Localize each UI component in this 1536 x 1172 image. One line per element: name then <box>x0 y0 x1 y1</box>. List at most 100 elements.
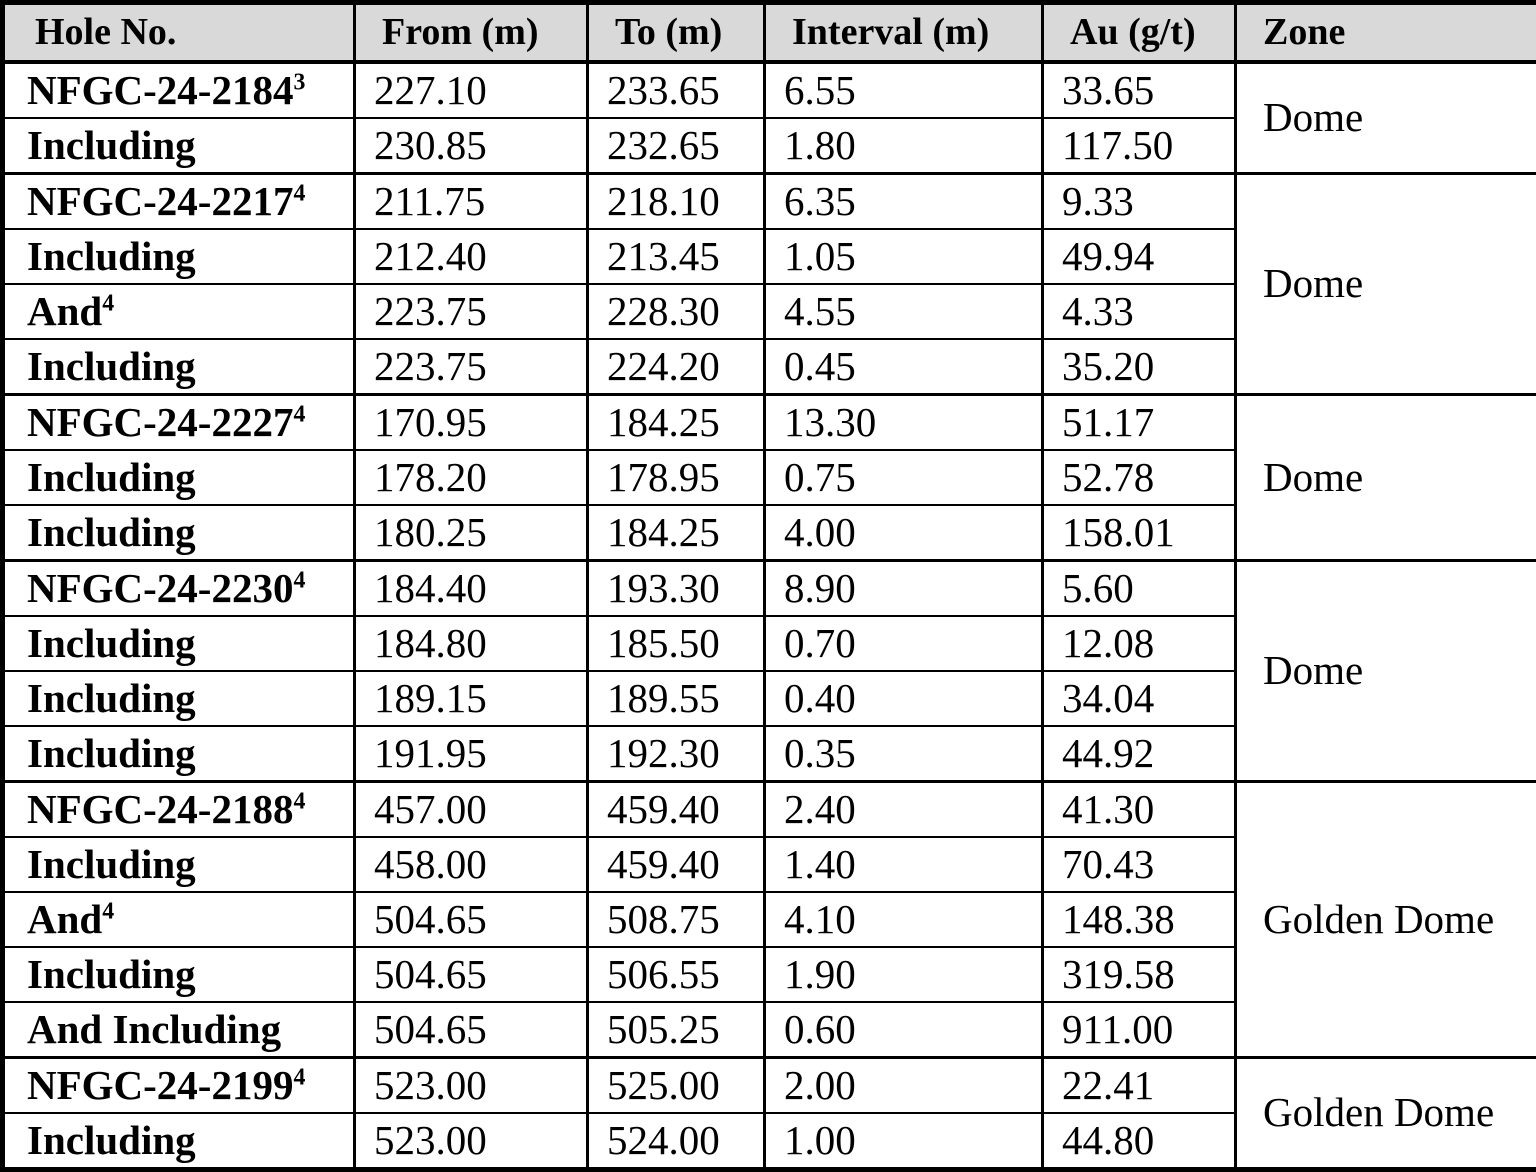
hole-label: Including <box>27 454 196 500</box>
column-header-from: From (m) <box>355 3 588 63</box>
to-cell: 184.25 <box>588 505 765 561</box>
au-cell: 44.80 <box>1043 1113 1236 1170</box>
hole-label: Including <box>27 675 196 721</box>
to-cell: 508.75 <box>588 892 765 947</box>
from-cell: 178.20 <box>355 450 588 505</box>
interval-cell: 2.40 <box>765 782 1043 838</box>
to-cell: 213.45 <box>588 229 765 284</box>
hole-cell: Including <box>3 947 355 1002</box>
footnote-superscript: 4 <box>293 180 305 206</box>
au-cell: 49.94 <box>1043 229 1236 284</box>
from-cell: 523.00 <box>355 1058 588 1114</box>
hole-label: And <box>27 896 102 942</box>
to-cell: 506.55 <box>588 947 765 1002</box>
hole-cell: And Including <box>3 1002 355 1058</box>
column-header-au: Au (g/t) <box>1043 3 1236 63</box>
interval-cell: 0.35 <box>765 726 1043 782</box>
from-cell: 211.75 <box>355 174 588 230</box>
hole-label: Including <box>27 620 196 666</box>
interval-cell: 6.35 <box>765 174 1043 230</box>
from-cell: 223.75 <box>355 284 588 339</box>
to-cell: 232.65 <box>588 118 765 174</box>
to-cell: 218.10 <box>588 174 765 230</box>
hole-label: Including <box>27 343 196 389</box>
to-cell: 505.25 <box>588 1002 765 1058</box>
au-cell: 319.58 <box>1043 947 1236 1002</box>
column-header-hole-no: Hole No. <box>3 3 355 63</box>
interval-cell: 1.05 <box>765 229 1043 284</box>
hole-label: NFGC-24-2227 <box>27 399 293 445</box>
from-cell: 458.00 <box>355 837 588 892</box>
au-cell: 117.50 <box>1043 118 1236 174</box>
hole-label: And <box>27 288 102 334</box>
interval-cell: 8.90 <box>765 561 1043 617</box>
column-header-zone: Zone <box>1236 3 1536 63</box>
hole-label: Including <box>27 730 196 776</box>
zone-cell: Dome <box>1236 561 1536 782</box>
from-cell: 227.10 <box>355 62 588 118</box>
to-cell: 193.30 <box>588 561 765 617</box>
footnote-superscript: 4 <box>102 290 114 316</box>
interval-cell: 13.30 <box>765 395 1043 451</box>
footnote-superscript: 4 <box>293 788 305 814</box>
hole-label: Including <box>27 509 196 555</box>
hole-cell: NFGC-24-21843 <box>3 62 355 118</box>
au-cell: 911.00 <box>1043 1002 1236 1058</box>
interval-cell: 0.40 <box>765 671 1043 726</box>
hole-label: Including <box>27 122 196 168</box>
zone-cell: Golden Dome <box>1236 1058 1536 1170</box>
hole-label: NFGC-24-2217 <box>27 178 293 224</box>
column-header-to: To (m) <box>588 3 765 63</box>
from-cell: 223.75 <box>355 339 588 395</box>
au-cell: 148.38 <box>1043 892 1236 947</box>
interval-cell: 1.80 <box>765 118 1043 174</box>
footnote-superscript: 4 <box>293 401 305 427</box>
from-cell: 504.65 <box>355 947 588 1002</box>
interval-cell: 0.60 <box>765 1002 1043 1058</box>
interval-cell: 0.45 <box>765 339 1043 395</box>
from-cell: 504.65 <box>355 1002 588 1058</box>
from-cell: 170.95 <box>355 395 588 451</box>
to-cell: 185.50 <box>588 616 765 671</box>
to-cell: 228.30 <box>588 284 765 339</box>
hole-cell: NFGC-24-21994 <box>3 1058 355 1114</box>
interval-cell: 1.00 <box>765 1113 1043 1170</box>
to-cell: 192.30 <box>588 726 765 782</box>
hole-cell: Including <box>3 616 355 671</box>
au-cell: 51.17 <box>1043 395 1236 451</box>
from-cell: 180.25 <box>355 505 588 561</box>
hole-cell: Including <box>3 1113 355 1170</box>
from-cell: 504.65 <box>355 892 588 947</box>
au-cell: 44.92 <box>1043 726 1236 782</box>
to-cell: 525.00 <box>588 1058 765 1114</box>
au-cell: 34.04 <box>1043 671 1236 726</box>
to-cell: 459.40 <box>588 837 765 892</box>
interval-cell: 1.90 <box>765 947 1043 1002</box>
hole-label: Including <box>27 1117 196 1163</box>
hole-label: Including <box>27 233 196 279</box>
zone-cell: Dome <box>1236 62 1536 174</box>
header-row: Hole No. From (m) To (m) Interval (m) Au… <box>3 3 1536 63</box>
hole-label: NFGC-24-2188 <box>27 786 293 832</box>
interval-cell: 4.00 <box>765 505 1043 561</box>
from-cell: 184.40 <box>355 561 588 617</box>
zone-cell: Dome <box>1236 174 1536 395</box>
to-cell: 233.65 <box>588 62 765 118</box>
from-cell: 189.15 <box>355 671 588 726</box>
hole-cell: Including <box>3 450 355 505</box>
from-cell: 184.80 <box>355 616 588 671</box>
hole-cell: NFGC-24-21884 <box>3 782 355 838</box>
from-cell: 230.85 <box>355 118 588 174</box>
hole-cell: Including <box>3 671 355 726</box>
footnote-superscript: 4 <box>102 898 114 924</box>
column-header-interval: Interval (m) <box>765 3 1043 63</box>
table-header: Hole No. From (m) To (m) Interval (m) Au… <box>3 3 1536 63</box>
hole-cell: NFGC-24-22304 <box>3 561 355 617</box>
au-cell: 12.08 <box>1043 616 1236 671</box>
hole-cell: Including <box>3 118 355 174</box>
